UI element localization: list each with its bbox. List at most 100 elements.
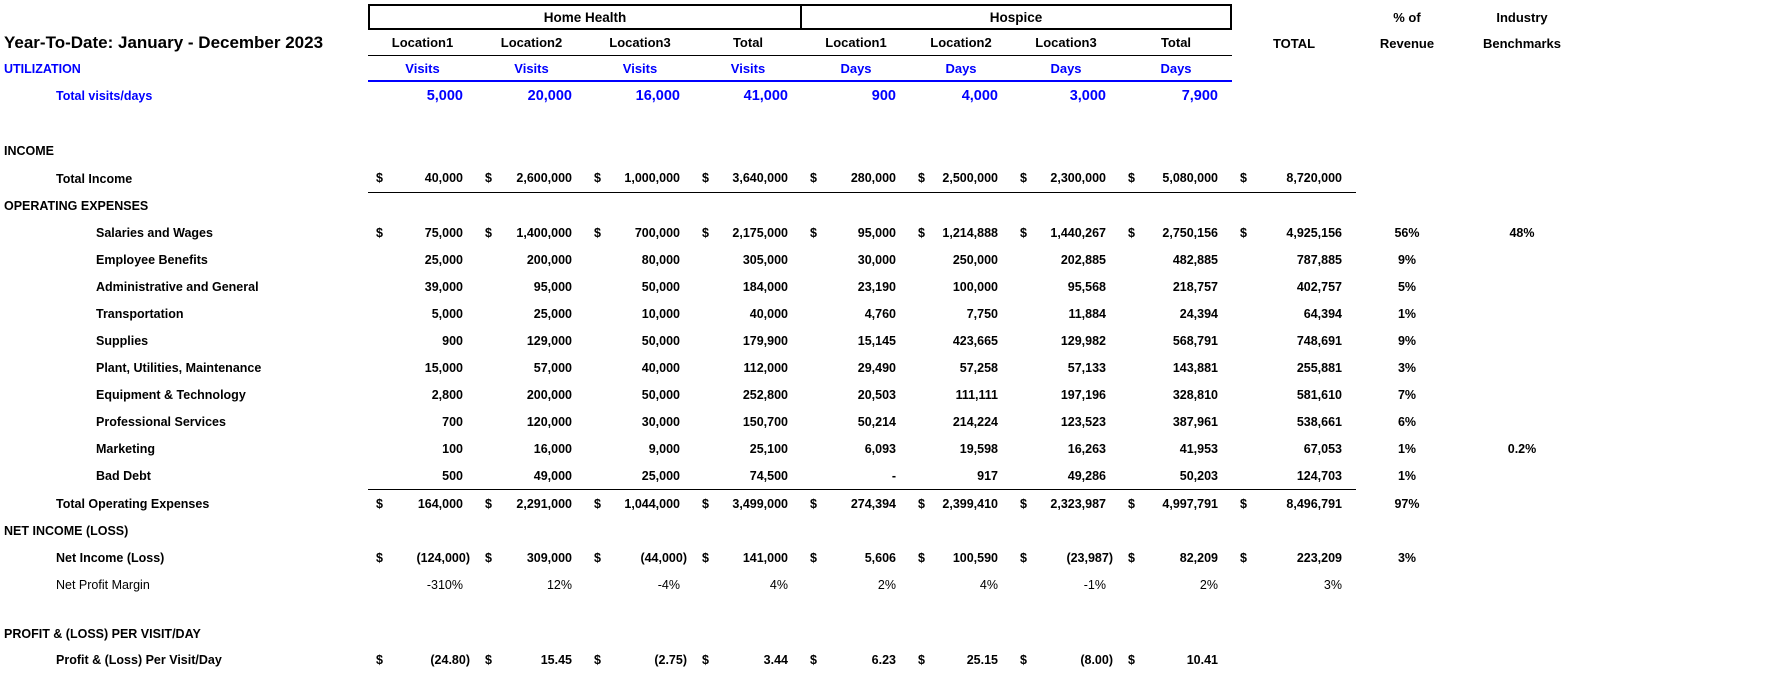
value-text: 1,400,000 [516, 225, 572, 240]
grand-total-cell [1232, 646, 1356, 674]
data-row: Total Income $40,000 $2,600,000 $1,000,000 $… [0, 164, 1789, 193]
section-row: INCOME [0, 138, 1789, 164]
empty-cell [1356, 82, 1458, 110]
utilization-value: 41,000 [743, 88, 788, 104]
value-text: 49,286 [1067, 468, 1106, 483]
value-cell: 917 [910, 462, 1012, 490]
value-text: 1,044,000 [624, 496, 680, 511]
value-text: 57,133 [1067, 360, 1106, 375]
value-text: 95,000 [857, 225, 896, 240]
spacer-row [0, 110, 1789, 138]
value-text: -1% [1083, 577, 1106, 592]
value-text: 387,961 [1172, 414, 1218, 429]
value-text: 2,323,987 [1050, 496, 1106, 511]
value-text: 11,884 [1068, 306, 1106, 321]
value-cell: 143,881 [1120, 354, 1232, 381]
value-cell: 50,000 [586, 327, 694, 354]
value-text: 538,661 [1296, 414, 1342, 429]
currency-symbol: $ [594, 550, 601, 565]
value-text: 4% [769, 577, 788, 592]
section-header: INCOME [4, 144, 54, 158]
value-text: 700,000 [634, 225, 680, 240]
value-cell: 95,568 [1012, 273, 1120, 300]
pct-of-revenue-header-line1: % of [1393, 9, 1421, 25]
value-cell: $2,750,156 [1120, 219, 1232, 246]
currency-symbol: $ [1020, 496, 1027, 511]
value-cell: $2,175,000 [694, 219, 802, 246]
value-text: 24,394 [1179, 306, 1218, 321]
value-cell: 700 [368, 408, 477, 435]
value-cell: 218,757 [1120, 273, 1232, 300]
value-text: 3,640,000 [732, 171, 788, 185]
report-body: INCOME Total Income $40,000 $2,600,000 $1,00… [0, 110, 1789, 674]
industry-benchmarks-header-line1: Industry [1496, 9, 1548, 25]
value-text: 280,000 [850, 171, 896, 185]
currency-symbol: $ [376, 550, 383, 565]
value-text: 900 [442, 333, 463, 348]
value-text: 274,394 [850, 496, 896, 511]
value-text: 328,810 [1172, 387, 1218, 402]
value-cell: $ (24.80) [368, 646, 477, 674]
industry-benchmark-cell [1458, 246, 1586, 273]
value-text: 16,000 [533, 441, 572, 456]
utilization-section-label: UTILIZATION [4, 62, 81, 76]
currency-symbol: $ [702, 496, 709, 511]
value-cell: 50,000 [586, 273, 694, 300]
grand-total-cell: $8,720,000 [1232, 164, 1356, 193]
utilization-value: 20,000 [527, 88, 572, 104]
value-text: (124,000) [416, 550, 470, 565]
value-cell: 423,665 [910, 327, 1012, 354]
value-text: 1,214,888 [942, 225, 998, 240]
value-cell: 95,000 [477, 273, 586, 300]
value-cell: $141,000 [694, 544, 802, 571]
value-cell: $15.45 [477, 646, 586, 674]
currency-symbol: $ [594, 653, 601, 667]
value-text: (23,987) [1066, 550, 1113, 565]
currency-symbol: $ [1128, 653, 1135, 667]
value-cell: 57,000 [477, 354, 586, 381]
currency-symbol: $ [376, 225, 383, 240]
pct-of-revenue-cell [1356, 646, 1458, 674]
pct-of-revenue-cell [1356, 164, 1458, 193]
value-cell: 30,000 [586, 408, 694, 435]
value-text: 20,503 [857, 387, 896, 402]
currency-symbol: $ [918, 653, 925, 667]
currency-symbol: $ [810, 496, 817, 511]
value-text: 64,394 [1303, 306, 1342, 321]
page-title: Year-To-Date: January - December 2023 [4, 33, 324, 52]
value-text: 184,000 [742, 279, 788, 294]
value-text: 5,000 [431, 306, 463, 321]
value-cell: 4,760 [802, 300, 910, 327]
value-text: -310% [426, 577, 463, 592]
unit-header: Days [1120, 56, 1232, 82]
value-cell: 120,000 [477, 408, 586, 435]
grand-total-cell: 581,610 [1232, 381, 1356, 408]
industry-benchmark-cell [1458, 164, 1586, 193]
value-text: 2% [877, 577, 896, 592]
value-cell: $3,640,000 [694, 164, 802, 193]
value-text: 100,590 [952, 550, 998, 565]
value-text: 15,000 [424, 360, 463, 375]
value-cell: $ (2.75) [586, 646, 694, 674]
unit-header: Visits [368, 56, 477, 82]
grand-total-cell: 538,661 [1232, 408, 1356, 435]
utilization-value: 4,000 [961, 88, 998, 104]
pct-of-revenue-cell: 3% [1397, 360, 1417, 375]
value-cell: 2,800 [368, 381, 477, 408]
value-text: 218,757 [1172, 279, 1218, 294]
currency-symbol: $ [485, 653, 492, 667]
value-text: 123,523 [1060, 414, 1106, 429]
value-text: 5,080,000 [1162, 171, 1218, 185]
currency-symbol: $ [594, 496, 601, 511]
industry-benchmark-cell [1458, 300, 1586, 327]
value-text: 200,000 [526, 252, 572, 267]
currency-symbol: $ [1240, 171, 1247, 185]
value-text: 223,209 [1296, 550, 1342, 565]
value-text: 4,997,791 [1162, 496, 1218, 511]
currency-symbol: $ [702, 225, 709, 240]
value-text: 2,300,000 [1050, 171, 1106, 185]
spacer-row [0, 598, 1789, 622]
industry-benchmark-cell [1458, 571, 1586, 598]
row-label: Profit & (Loss) Per Visit/Day [56, 653, 222, 667]
